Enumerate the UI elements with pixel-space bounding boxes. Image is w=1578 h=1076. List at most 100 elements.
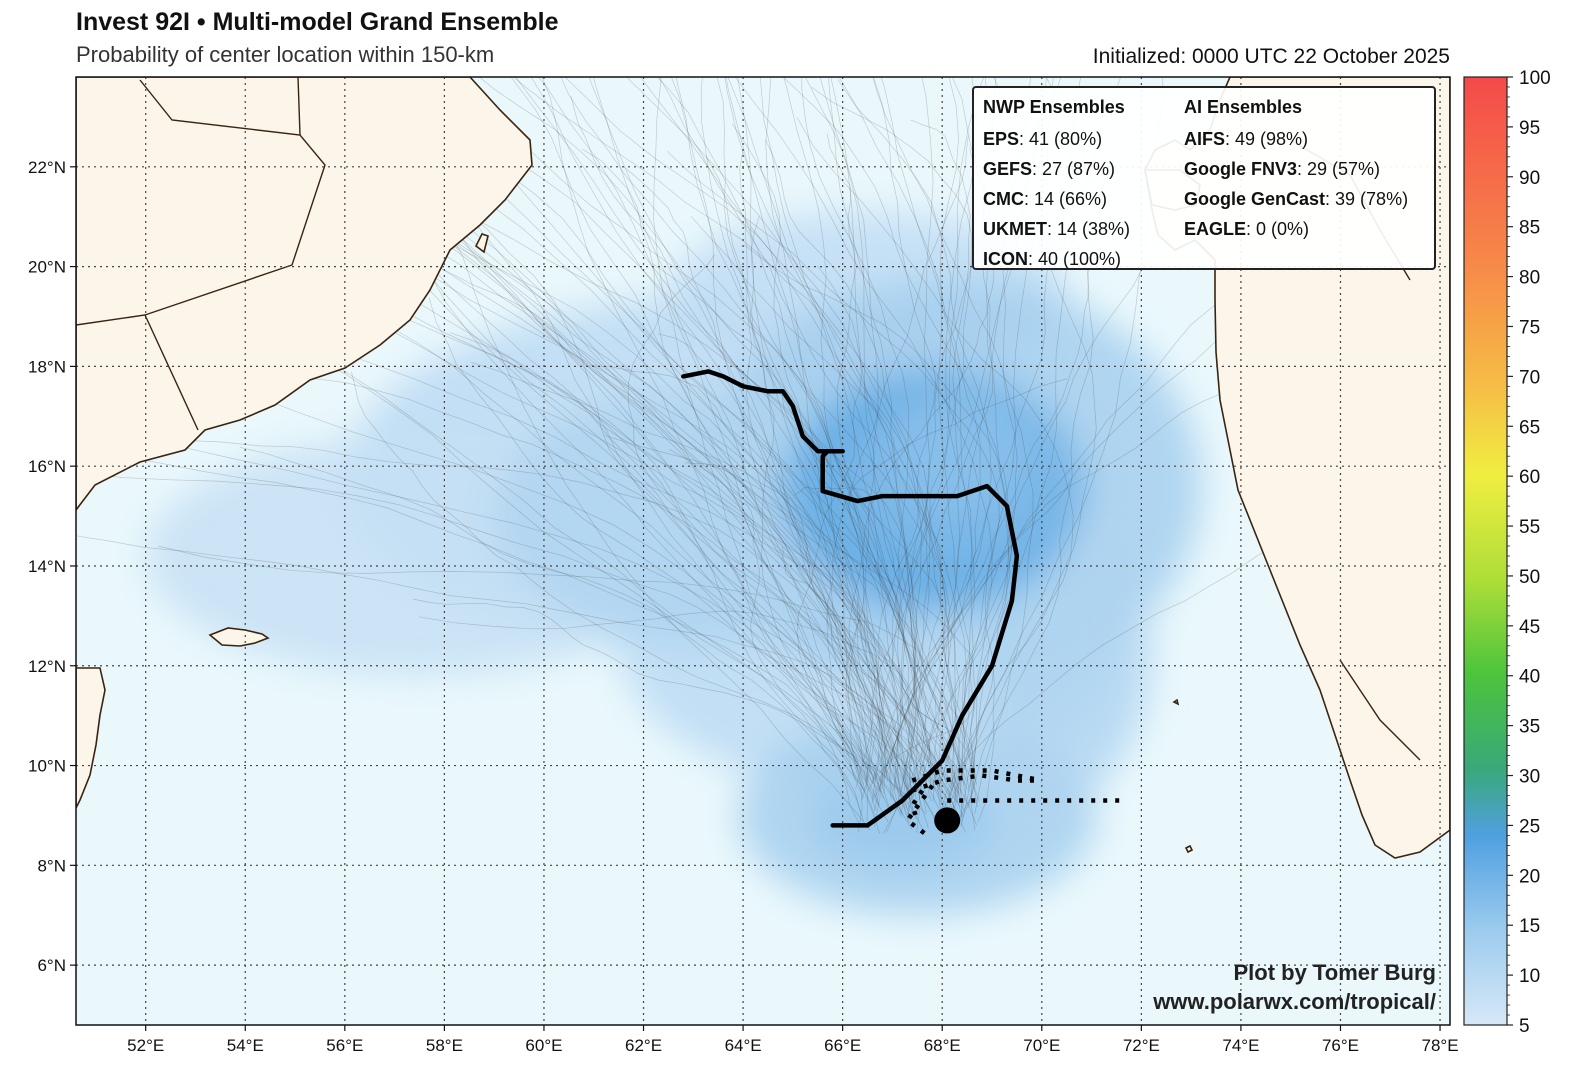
member-track	[734, 77, 993, 831]
credit-url[interactable]: www.polarwx.com/tropical/	[1153, 989, 1436, 1014]
member-track	[401, 77, 960, 794]
model-count: : 41 (80%)	[1019, 129, 1103, 149]
nwp-column: NWP Ensembles EPS: 41 (80%) GEFS: 27 (87…	[983, 94, 1130, 274]
member-track	[811, 86, 973, 789]
model-count: : 39 (78%)	[1325, 189, 1409, 209]
member-track	[471, 362, 980, 802]
probability-blob	[812, 775, 992, 866]
lakshadweep-dot	[1172, 698, 1180, 706]
colorbar-tick-label: 15	[1519, 916, 1540, 937]
member-track	[653, 77, 889, 823]
member-track	[938, 77, 975, 822]
lon-tick-label: 56°E	[326, 1036, 363, 1055]
member-track	[725, 77, 874, 789]
member-track	[671, 77, 903, 801]
probability-blob	[872, 630, 992, 771]
lon-tick-label: 70°E	[1023, 1036, 1060, 1055]
lon-tick-label: 64°E	[725, 1036, 762, 1055]
arabian-peninsula	[76, 77, 533, 512]
member-track	[765, 139, 978, 807]
colorbar-tick-label: 75	[1519, 317, 1540, 338]
model-count: : 14 (66%)	[1024, 189, 1108, 209]
lat-tick-label: 8°N	[37, 856, 66, 875]
colorbar-tick-label: 90	[1519, 168, 1540, 189]
model-name: Google GenCast	[1184, 189, 1326, 209]
member-track	[945, 77, 977, 792]
member-track	[510, 77, 909, 811]
lon-tick-label: 74°E	[1222, 1036, 1259, 1055]
dotted-model-track	[904, 784, 935, 838]
member-track	[413, 598, 927, 814]
member-track	[781, 546, 948, 787]
member-track	[882, 77, 1010, 834]
model-count: : 0 (0%)	[1246, 219, 1310, 239]
legend-row-gencast: Google GenCast: 39 (78%)	[1184, 184, 1408, 214]
member-track	[805, 77, 880, 801]
lon-tick-label: 52°E	[127, 1036, 164, 1055]
member-track	[252, 179, 881, 793]
member-track	[622, 165, 909, 793]
nwp-header: NWP Ensembles	[983, 97, 1125, 117]
colorbar	[1463, 76, 1508, 1026]
ai-header: AI Ensembles	[1184, 97, 1303, 117]
lon-tick-label: 54°E	[227, 1036, 264, 1055]
socotra-island	[208, 627, 270, 647]
model-count: : 14 (38%)	[1047, 219, 1131, 239]
colorbar-tick-label: 50	[1519, 567, 1540, 588]
legend-row-icon: ICON: 40 (100%)	[983, 244, 1130, 274]
model-count: : 40 (100%)	[1028, 249, 1122, 269]
masirah-island	[474, 233, 489, 254]
member-track	[751, 216, 866, 791]
member-track	[731, 123, 936, 791]
member-track	[268, 262, 887, 812]
longitude-ticks: 52°E 54°E 56°E 58°E 60°E 62°E 64°E 66°E 68°E 70°E…	[127, 1025, 1459, 1055]
probability-blob	[887, 396, 1027, 517]
member-track	[743, 244, 1013, 787]
initialized-time: Initialized: 0000 UTC 22 October 2025	[1092, 45, 1450, 68]
colorbar-tick-label: 5	[1519, 1016, 1530, 1037]
lat-tick-label: 20°N	[28, 258, 66, 277]
member-track	[949, 77, 1164, 799]
member-track	[737, 77, 868, 783]
member-track	[418, 610, 973, 788]
member-track	[349, 205, 976, 831]
colorbar-tick-label: 60	[1519, 467, 1540, 488]
lon-tick-label: 62°E	[625, 1036, 662, 1055]
member-track	[530, 77, 884, 799]
member-track	[826, 133, 907, 815]
member-track	[503, 133, 961, 802]
member-track	[593, 77, 890, 809]
member-track	[76, 472, 902, 817]
lon-tick-label: 60°E	[525, 1036, 562, 1055]
lat-tick-label: 10°N	[28, 757, 66, 776]
member-track	[656, 77, 917, 820]
member-track	[515, 77, 887, 777]
member-track	[675, 77, 921, 833]
member-track	[871, 119, 971, 804]
land-masses	[76, 77, 1450, 859]
member-track	[252, 77, 892, 815]
model-count: : 29 (57%)	[1297, 159, 1381, 179]
member-track	[668, 448, 860, 825]
lon-tick-label: 76°E	[1322, 1036, 1359, 1055]
lat-tick-label: 12°N	[28, 657, 66, 676]
member-track	[190, 77, 907, 789]
member-track	[581, 148, 948, 785]
member-track	[76, 450, 880, 792]
lat-tick-label: 18°N	[28, 357, 66, 376]
member-track	[76, 425, 868, 787]
member-track	[801, 77, 910, 791]
member-track	[588, 365, 883, 827]
model-count: : 27 (87%)	[1032, 159, 1116, 179]
colorbar-tick-label: 100	[1519, 68, 1551, 89]
member-track	[657, 333, 937, 800]
colorbar-tick-label: 20	[1519, 866, 1540, 887]
legend-row-eps: EPS: 41 (80%)	[983, 124, 1130, 154]
member-track	[333, 77, 949, 801]
member-track	[848, 378, 1068, 782]
colorbar-tick-label: 35	[1519, 717, 1540, 738]
model-name: ICON	[983, 249, 1028, 269]
member-track	[727, 77, 961, 790]
member-track	[76, 230, 926, 833]
credit-author: Plot by Tomer Burg	[1233, 960, 1437, 985]
